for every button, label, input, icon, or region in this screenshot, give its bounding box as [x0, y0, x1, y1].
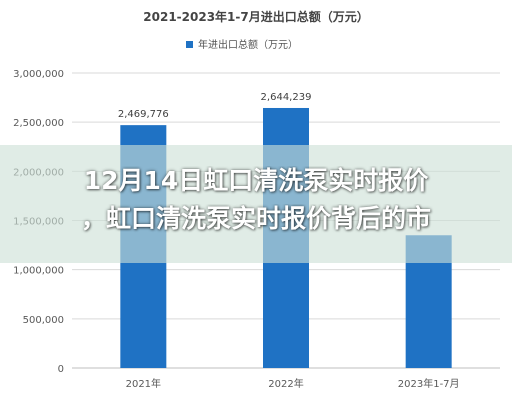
x-tick-label: 2021年 — [126, 377, 161, 390]
chart-title: 2021-2023年1-7月进出口总额（万元） — [143, 9, 368, 24]
x-axis-ticks: 2021年 2022年 2023年1-7月 — [126, 377, 460, 390]
y-tick-label: 500,000 — [23, 315, 64, 326]
data-labels: 2,469,776 2,644,239 — [118, 92, 312, 120]
overlay-headline-line2: ，虹口清洗泵实时报价背后的市 — [80, 204, 431, 233]
y-tick-label: 3,000,000 — [13, 69, 64, 80]
y-tick-label: 2,500,000 — [13, 118, 64, 129]
data-label: 2,644,239 — [261, 92, 312, 103]
legend-swatch — [186, 41, 193, 48]
y-tick-label: 1,000,000 — [13, 266, 64, 277]
overlay-banner — [0, 145, 512, 263]
x-tick-label: 2023年1-7月 — [398, 377, 460, 390]
y-tick-label: 0 — [58, 364, 64, 375]
x-tick-label: 2022年 — [268, 377, 303, 390]
overlay-headline-line1: 12月14日虹口清洗泵实时报价 — [83, 166, 429, 195]
legend: 年进出口总额（万元） — [186, 38, 298, 51]
legend-label: 年进出口总额（万元） — [198, 38, 298, 51]
data-label: 2,469,776 — [118, 109, 169, 120]
